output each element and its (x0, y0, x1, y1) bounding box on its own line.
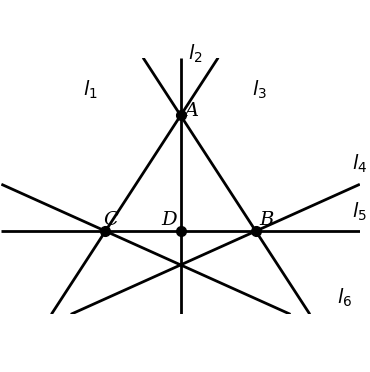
Text: C: C (104, 211, 118, 229)
Text: $l_4$: $l_4$ (352, 153, 367, 175)
Text: $l_1$: $l_1$ (83, 79, 97, 101)
Text: $l_2$: $l_2$ (188, 42, 202, 65)
Text: B: B (260, 211, 274, 229)
Text: A: A (185, 102, 199, 120)
Text: $l_3$: $l_3$ (252, 79, 267, 101)
Text: $l_6$: $l_6$ (337, 287, 352, 309)
Text: $l_5$: $l_5$ (352, 201, 367, 223)
Text: D: D (162, 211, 177, 229)
